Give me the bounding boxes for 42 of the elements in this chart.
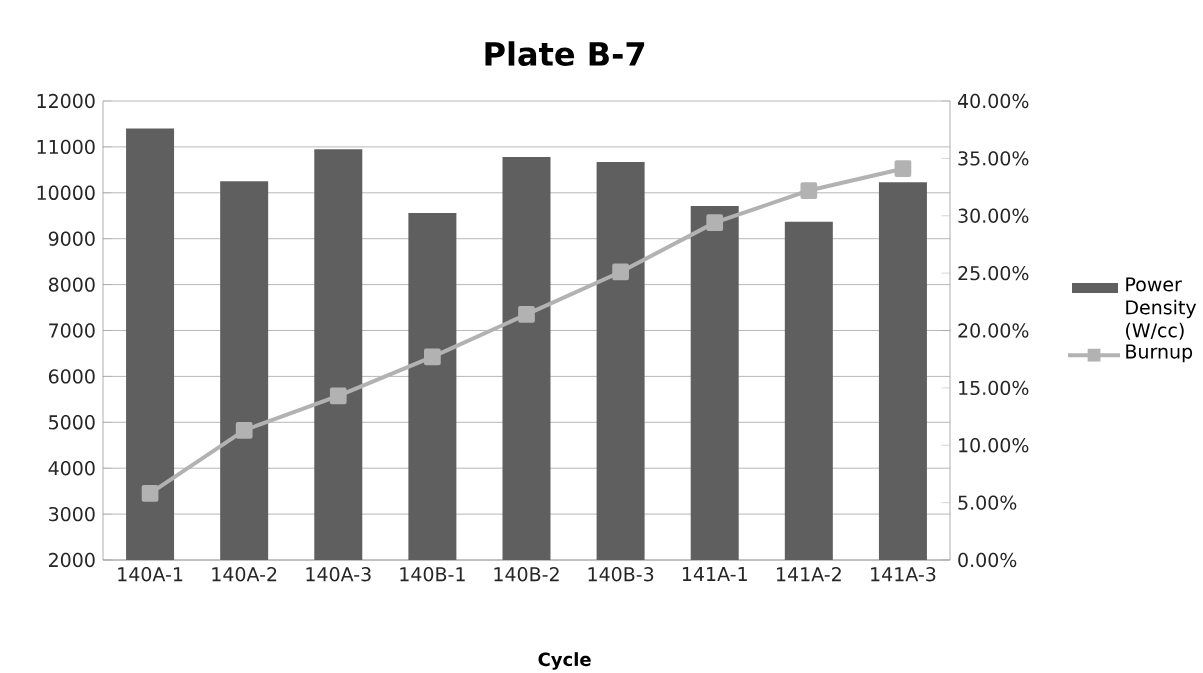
y2-tick-label: 30.00%	[958, 208, 1029, 223]
point	[894, 160, 912, 178]
x-tick-label: 141A-3	[871, 567, 936, 582]
legend-label: Burnup	[1126, 344, 1193, 363]
y-tick-label: 8000	[48, 277, 95, 292]
y2-tick-label: 0.00%	[958, 552, 1017, 568]
y-tick-label: 4000	[48, 461, 95, 476]
point	[612, 263, 629, 281]
y-tick-label: 9000	[48, 231, 95, 246]
x-tick-label: 140B-1	[400, 567, 465, 582]
x-tick-label: 140B-2	[494, 567, 559, 582]
chart-title: Plate B-7	[485, 41, 645, 67]
point	[800, 182, 818, 199]
point	[235, 421, 253, 439]
x-tick-label: 141A-1	[682, 567, 747, 581]
y-tick-label: 10000	[37, 185, 95, 200]
point	[141, 485, 159, 502]
y2-tick-label: 15.00%	[959, 380, 1029, 396]
point	[424, 348, 441, 366]
y-tick-label: 12000	[37, 93, 95, 109]
y2-tick-label: 10.00%	[959, 438, 1029, 453]
x-tick-label: 141A-2	[777, 567, 841, 582]
x-tick-label: 140A-1	[118, 567, 183, 582]
y2-tick-label: 25.00%	[958, 265, 1029, 281]
x-tick-label: 140B-3	[588, 567, 654, 582]
y-tick-label: 3000	[49, 506, 95, 522]
point	[706, 214, 724, 232]
y-tick-label: 6000	[48, 369, 95, 384]
point	[329, 387, 347, 405]
legend-label: Power Density (W/cc)	[1126, 277, 1197, 340]
y2-tick-label: 35.00%	[958, 151, 1029, 166]
y2-tick-label: 40.00%	[957, 93, 1029, 109]
y-tick-label: 7000	[49, 323, 95, 338]
y-tick-label: 5000	[49, 415, 95, 430]
x-tick-label: 140A-3	[306, 567, 371, 582]
y-tick-label: 2000	[49, 552, 95, 568]
y-tick-label: 11000	[37, 139, 95, 155]
x-axis-title: Cycle	[538, 652, 591, 670]
y2-tick-label: 20.00%	[958, 323, 1029, 338]
point	[518, 306, 535, 323]
x-tick-label: 140A-2	[212, 567, 277, 582]
y2-tick-label: 5.00%	[958, 495, 1017, 510]
